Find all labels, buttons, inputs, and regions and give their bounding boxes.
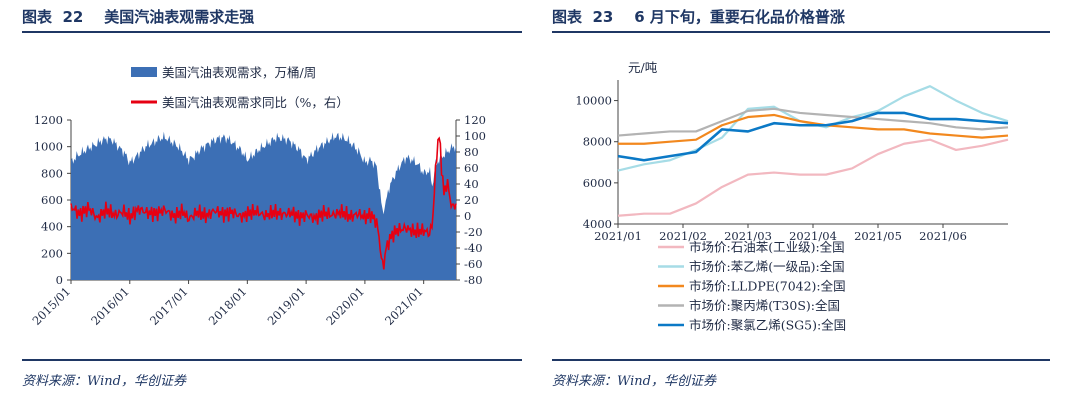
- price-y-tick-label: 10000: [575, 94, 612, 108]
- right-y-tick-label: 60: [464, 161, 479, 175]
- legend-label-pvc: 市场价:聚氯乙烯(SG5):全国: [689, 318, 846, 333]
- legend-swatch-demand: [131, 67, 157, 77]
- x-tick-label: 2016/01: [88, 284, 132, 328]
- legend-label-demand: 美国汽油表观需求，万桶/周: [162, 65, 316, 80]
- right-y-tick-label: 40: [464, 177, 479, 191]
- price-legend: 市场价:石油苯(工业级):全国市场价:苯乙烯(一级品):全国市场价:LLDPE(…: [658, 240, 846, 333]
- legend-label-pp: 市场价:聚丙烯(T30S):全国: [689, 298, 840, 313]
- yoy-line-series: [70, 136, 457, 270]
- price-x-tick-label: 2021/02: [659, 229, 707, 243]
- right-y-tick-label: -20: [464, 225, 483, 239]
- legend-label-benzene: 市场价:石油苯(工业级):全国: [689, 240, 845, 255]
- right-y-tick-label: 20: [464, 193, 479, 207]
- price-line-pvc: [617, 111, 1009, 162]
- legend-label-styrene: 市场价:苯乙烯(一级品):全国: [689, 259, 845, 274]
- price-unit-label: 元/吨: [628, 60, 658, 75]
- x-tick-label: 2018/01: [206, 284, 250, 328]
- gasoline-demand-chart: 美国汽油表观需求，万桶/周 美国汽油表观需求同比（%，右） 0200400600…: [29, 65, 486, 328]
- right-y-tick-label: 80: [464, 145, 479, 159]
- right-y-tick-label: 100: [464, 129, 486, 143]
- right-y-tick-label: 120: [464, 113, 486, 127]
- right-panel: 图表 23 6 月下旬，重要石化品价格普涨 元/吨 4000 6000 8000 10…: [546, 0, 1080, 402]
- price-x-tick-label: 2021/05: [854, 229, 902, 243]
- left-y-tick-label: 400: [41, 220, 63, 234]
- price-y-tick-label: 4000: [583, 217, 612, 231]
- left-source: 资料来源：Wind，华创证券: [22, 374, 186, 389]
- price-x-tick-label: 2021/04: [789, 229, 837, 243]
- x-tick-label: 2019/01: [265, 284, 309, 328]
- left-y-tick-label: 0: [56, 273, 63, 287]
- price-x-tick-label: 2021/06: [919, 229, 967, 243]
- x-tick-label: 2020/01: [323, 284, 367, 328]
- left-y-tick-label: 1000: [34, 140, 63, 154]
- price-x-tick-label: 2021/01: [594, 229, 642, 243]
- price-y-tick-label: 6000: [583, 176, 612, 190]
- left-figure-title: 图表 22 美国汽油表观需求走强: [22, 8, 255, 26]
- price-line-styrene: [617, 85, 1009, 172]
- left-bottom-rule: [22, 359, 522, 361]
- left-y-tick-label: 1200: [34, 113, 63, 127]
- price-line-lldpe: [618, 113, 1009, 145]
- right-y-tick-label: 0: [464, 209, 471, 223]
- right-y-tick-label: -40: [464, 241, 483, 255]
- left-y-tick-label: 200: [41, 246, 63, 260]
- price-x-tick-label: 2021/03: [724, 229, 772, 243]
- yoy-line: [70, 136, 457, 270]
- left-y-tick-label: 800: [41, 166, 63, 180]
- demand-area: [71, 131, 456, 280]
- price-line-series: [617, 85, 1009, 217]
- left-panel: 图表 22 美国汽油表观需求走强 美国汽油表观需求，万桶/周 美国汽油表观需求同…: [0, 0, 525, 402]
- right-figure-title: 图表 23 6 月下旬，重要石化品价格普涨: [552, 8, 845, 26]
- left-y-tick-label: 600: [41, 193, 63, 207]
- x-tick-label: 2021/01: [382, 284, 426, 328]
- x-tick-label: 2017/01: [147, 284, 191, 328]
- petrochem-price-chart: 元/吨 4000 6000 8000 10000 2021/01 2021/02 2021/…: [575, 60, 1009, 333]
- right-bottom-rule: [552, 359, 1050, 361]
- price-line-benzene: [617, 138, 1009, 217]
- price-line-pp: [617, 107, 1009, 137]
- demand-area-series: [71, 131, 456, 280]
- price-y-tick-label: 8000: [583, 135, 612, 149]
- right-title-rule: [552, 31, 1050, 33]
- legend-label-yoy: 美国汽油表观需求同比（%，右）: [162, 95, 349, 110]
- legend-label-lldpe: 市场价:LLDPE(7042):全国: [689, 279, 846, 294]
- right-source: 资料来源：Wind，华创证券: [552, 374, 716, 389]
- x-tick-label: 2015/01: [29, 284, 73, 328]
- right-y-tick-label: -80: [464, 273, 483, 287]
- right-y-tick-label: -60: [464, 257, 483, 271]
- left-title-rule: [22, 31, 522, 33]
- chart2-ticks: 4000 6000 8000 10000 2021/01 2021/02 2021/03 20…: [575, 94, 966, 243]
